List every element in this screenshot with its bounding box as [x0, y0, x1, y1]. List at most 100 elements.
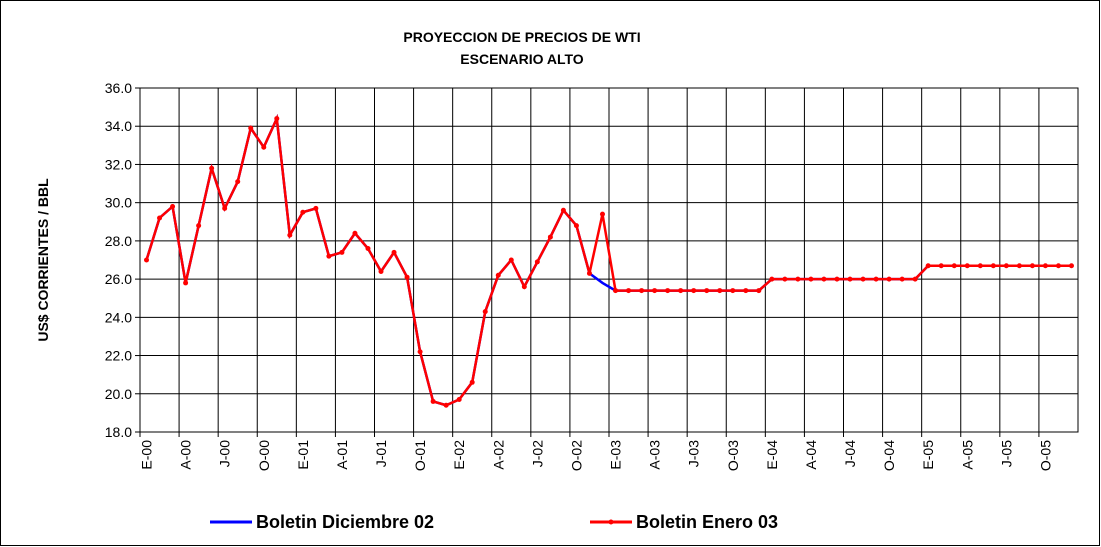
point: [821, 276, 827, 282]
x-tick-label: J-04: [842, 440, 858, 467]
point: [196, 223, 202, 229]
y-tick-label: 24.0: [105, 309, 132, 325]
point: [834, 276, 840, 282]
x-tick-label: O-00: [256, 440, 272, 471]
point: [157, 215, 163, 221]
y-tick-label: 18.0: [105, 424, 132, 440]
x-tick-label: O-05: [1037, 440, 1053, 471]
point: [613, 288, 619, 294]
series-line: [145, 113, 1072, 407]
legend-label: Boletin Diciembre 02: [256, 512, 434, 532]
point: [704, 288, 710, 294]
point: [378, 268, 384, 274]
point: [1029, 263, 1035, 269]
x-tick-label: J-02: [529, 440, 545, 467]
point: [326, 253, 332, 259]
point: [951, 263, 957, 269]
x-tick-label: O-04: [881, 440, 897, 471]
point: [990, 263, 996, 269]
x-tick-label: E-03: [608, 440, 624, 470]
y-tick-label: 20.0: [105, 386, 132, 402]
y-tick-label: 36.0: [105, 80, 132, 96]
point: [365, 246, 371, 252]
point: [287, 232, 293, 238]
point: [860, 276, 866, 282]
chart-subtitle: ESCENARIO ALTO: [460, 51, 584, 67]
point: [626, 288, 632, 294]
point: [886, 276, 892, 282]
point: [469, 379, 475, 385]
point: [573, 223, 579, 229]
point: [599, 211, 605, 217]
point: [873, 276, 879, 282]
point: [508, 257, 514, 263]
x-tick-label: A-00: [178, 440, 194, 470]
y-tick-label: 22.0: [105, 348, 132, 364]
y-tick-label: 28.0: [105, 233, 132, 249]
x-tick-label: A-02: [490, 440, 506, 470]
x-tick-label: A-01: [334, 440, 350, 470]
x-tick-label: E-05: [920, 440, 936, 470]
point: [808, 276, 814, 282]
point: [560, 207, 566, 213]
y-tick-label: 32.0: [105, 156, 132, 172]
y-tick-label: 30.0: [105, 195, 132, 211]
x-tick-label: E-02: [451, 440, 467, 470]
point: [183, 280, 189, 286]
point: [547, 234, 553, 240]
point: [586, 270, 592, 276]
legend-marker: [608, 519, 614, 525]
x-tick-label: E-04: [764, 440, 780, 470]
point: [443, 402, 449, 408]
point: [352, 230, 358, 236]
point: [938, 263, 944, 269]
point: [235, 179, 241, 185]
point: [391, 249, 397, 255]
point: [847, 276, 853, 282]
point: [300, 209, 306, 215]
x-tick-label: A-03: [647, 440, 663, 470]
point: [222, 205, 228, 211]
x-tick-label: J-00: [217, 440, 233, 467]
point: [1003, 263, 1009, 269]
x-tick-label: J-05: [998, 440, 1014, 467]
point: [639, 288, 645, 294]
point: [430, 398, 436, 404]
x-tick-label: O-03: [725, 440, 741, 471]
point: [170, 203, 176, 209]
point: [482, 309, 488, 315]
point: [274, 116, 280, 122]
point: [795, 276, 801, 282]
point: [899, 276, 905, 282]
point: [534, 259, 540, 265]
point: [1055, 263, 1061, 269]
point: [912, 276, 918, 282]
x-tick-label: J-03: [686, 440, 702, 467]
x-tick-label: E-00: [139, 440, 155, 470]
point: [652, 288, 658, 294]
point: [964, 263, 970, 269]
x-tick-label: O-01: [412, 440, 428, 471]
chart-title: PROYECCION DE PRECIOS DE WTI: [403, 29, 640, 45]
point: [756, 288, 762, 294]
point: [769, 276, 775, 282]
x-tick-label: J-01: [373, 440, 389, 467]
point: [782, 276, 788, 282]
point: [1016, 263, 1022, 269]
point: [248, 125, 254, 131]
point: [209, 165, 215, 171]
x-tick-label: A-04: [803, 440, 819, 470]
x-tick-label: E-01: [295, 440, 311, 470]
point: [404, 274, 410, 280]
legend-label: Boletin Enero 03: [636, 512, 778, 532]
x-tick-label: A-05: [959, 440, 975, 470]
point: [339, 249, 345, 255]
point: [1042, 263, 1048, 269]
point: [678, 288, 684, 294]
point: [730, 288, 736, 294]
x-tick-label: O-02: [568, 440, 584, 471]
plot-border: [139, 87, 1079, 433]
point: [925, 263, 931, 269]
point: [261, 144, 267, 150]
